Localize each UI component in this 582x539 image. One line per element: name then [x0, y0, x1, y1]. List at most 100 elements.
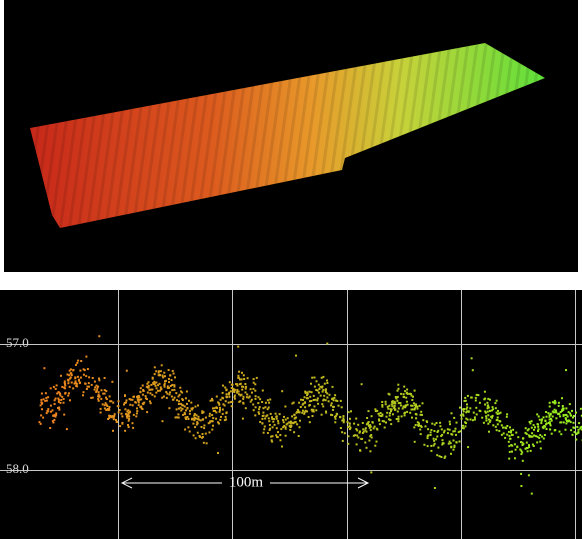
- point: [453, 440, 455, 442]
- point: [128, 416, 130, 418]
- point: [222, 409, 224, 411]
- point: [195, 437, 197, 439]
- point: [242, 386, 244, 388]
- point: [241, 372, 243, 374]
- point: [281, 446, 283, 448]
- point: [41, 402, 43, 404]
- point: [146, 411, 148, 413]
- point: [72, 369, 74, 371]
- point: [467, 446, 469, 448]
- point: [243, 374, 245, 376]
- point: [433, 440, 435, 442]
- point: [302, 399, 304, 401]
- point: [385, 401, 387, 403]
- point: [237, 346, 239, 348]
- point: [187, 426, 189, 428]
- point: [83, 368, 85, 370]
- point: [56, 384, 58, 386]
- point: [194, 413, 196, 415]
- point: [439, 422, 441, 424]
- point: [385, 422, 387, 424]
- point: [465, 408, 467, 410]
- point: [71, 374, 73, 376]
- point: [75, 385, 77, 387]
- point: [276, 427, 278, 429]
- point: [394, 405, 396, 407]
- point: [79, 370, 81, 372]
- point: [67, 374, 69, 376]
- point: [474, 419, 476, 421]
- point: [378, 420, 380, 422]
- point: [485, 415, 487, 417]
- point: [356, 443, 358, 445]
- point: [325, 412, 327, 414]
- point: [531, 427, 533, 429]
- point: [520, 453, 522, 455]
- point: [499, 420, 501, 422]
- point: [198, 416, 200, 418]
- point: [262, 415, 264, 417]
- point: [254, 414, 256, 416]
- point: [267, 432, 269, 434]
- y-label: 57.0: [6, 335, 29, 350]
- point: [113, 415, 115, 417]
- point: [123, 404, 125, 406]
- point: [203, 442, 205, 444]
- point: [370, 429, 372, 431]
- point: [472, 419, 474, 421]
- point: [176, 408, 178, 410]
- point: [449, 429, 451, 431]
- point: [220, 416, 222, 418]
- point: [72, 387, 74, 389]
- point: [512, 429, 514, 431]
- point: [298, 435, 300, 437]
- point: [264, 426, 266, 428]
- point: [136, 412, 138, 414]
- point: [236, 391, 238, 393]
- point: [293, 414, 295, 416]
- point: [494, 402, 496, 404]
- point: [415, 424, 417, 426]
- point: [262, 390, 264, 392]
- point: [167, 387, 169, 389]
- point: [100, 412, 102, 414]
- point: [236, 383, 238, 385]
- point: [527, 450, 529, 452]
- point: [98, 400, 100, 402]
- point: [80, 377, 82, 379]
- point: [398, 407, 400, 409]
- point: [203, 411, 205, 413]
- point: [414, 390, 416, 392]
- point: [397, 411, 399, 413]
- point: [487, 411, 489, 413]
- point: [576, 433, 578, 435]
- point: [47, 396, 49, 398]
- point: [74, 383, 76, 385]
- point: [247, 377, 249, 379]
- point: [248, 397, 250, 399]
- point: [554, 409, 556, 411]
- point: [561, 397, 563, 399]
- point: [264, 406, 266, 408]
- point: [427, 445, 429, 447]
- point: [341, 420, 343, 422]
- point: [237, 377, 239, 379]
- point: [98, 391, 100, 393]
- point: [396, 400, 398, 402]
- point: [565, 369, 567, 371]
- point: [435, 438, 437, 440]
- point: [277, 436, 279, 438]
- point: [158, 372, 160, 374]
- point: [430, 429, 432, 431]
- point: [476, 413, 478, 415]
- point: [563, 408, 565, 410]
- point: [240, 395, 242, 397]
- point: [390, 408, 392, 410]
- point: [219, 407, 221, 409]
- point: [330, 414, 332, 416]
- point: [258, 396, 260, 398]
- point: [299, 426, 301, 428]
- point: [334, 394, 336, 396]
- point: [140, 387, 142, 389]
- point: [331, 402, 333, 404]
